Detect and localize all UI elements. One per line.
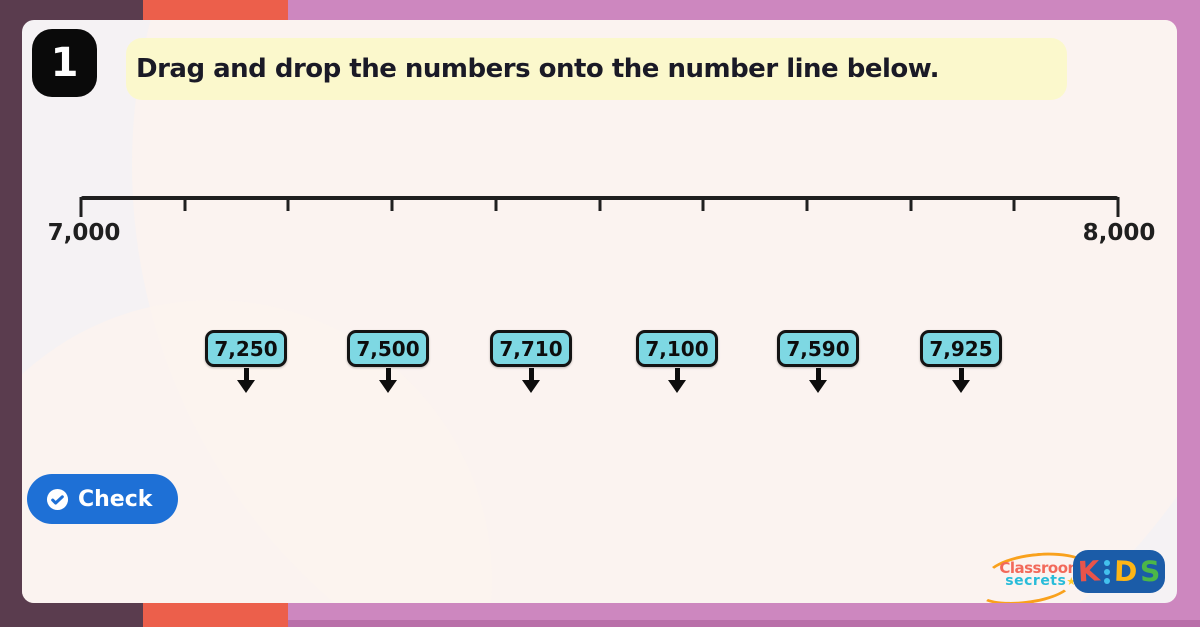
number-tag[interactable]: 7,710: [489, 330, 573, 393]
number-line-tick: [79, 197, 83, 217]
check-button[interactable]: Check: [27, 474, 178, 524]
number-line-tick: [909, 197, 913, 211]
kids-logo: K D S: [1073, 550, 1165, 593]
down-arrow-icon: [809, 368, 827, 393]
down-arrow-icon: [522, 368, 540, 393]
down-arrow-icon: [668, 368, 686, 393]
number-line-tick: [1116, 197, 1120, 217]
down-arrow-icon: [952, 368, 970, 393]
check-button-label: Check: [78, 486, 153, 512]
number-line[interactable]: 7,000 8,000: [22, 20, 1177, 603]
prompt-banner: Drag and drop the numbers onto the numbe…: [126, 38, 1067, 100]
number-line-tick: [805, 197, 809, 211]
kids-logo-letter-s: S: [1139, 554, 1161, 588]
number-line-tick: [494, 197, 498, 211]
number-line-tick: [701, 197, 705, 211]
number-tag-label[interactable]: 7,100: [636, 330, 718, 367]
number-line-tick: [390, 197, 394, 211]
number-tag[interactable]: 7,100: [635, 330, 719, 393]
number-line-tick: [598, 197, 601, 211]
number-tag[interactable]: 7,250: [204, 330, 288, 393]
check-circle-icon: [46, 488, 69, 510]
prompt-text: Drag and drop the numbers onto the numbe…: [136, 54, 939, 84]
activity-card: 1 Drag and drop the numbers onto the num…: [22, 20, 1177, 603]
number-tag[interactable]: 7,500: [346, 330, 430, 393]
number-tag[interactable]: 7,590: [776, 330, 860, 393]
down-arrow-icon: [379, 368, 397, 393]
star-icon: ★: [1066, 575, 1077, 588]
number-line-tick: [286, 197, 290, 211]
number-tag-label[interactable]: 7,500: [347, 330, 429, 367]
question-number-badge: 1: [32, 29, 97, 97]
down-arrow-icon: [237, 368, 255, 393]
background-stripe-pink-edge: [288, 620, 1200, 627]
number-tag-label[interactable]: 7,590: [777, 330, 859, 367]
number-tag-label[interactable]: 7,710: [490, 330, 572, 367]
number-tag[interactable]: 7,925: [919, 330, 1003, 393]
logo-secrets-text: secrets★: [1005, 573, 1077, 589]
kids-i-dots-icon: [1103, 559, 1110, 584]
number-line-start-label: 7,000: [47, 220, 121, 246]
number-line-tick: [1012, 197, 1016, 211]
kids-logo-letter-d: D: [1113, 554, 1138, 588]
number-line-end-label: 8,000: [1082, 220, 1156, 246]
classroom-secrets-logo: Classroom secrets★: [975, 548, 1099, 603]
number-line-tick: [183, 197, 187, 211]
logo-classroom-text: Classroom: [999, 559, 1083, 577]
kids-logo-letter-k: K: [1077, 553, 1101, 589]
number-tag-label[interactable]: 7,925: [920, 330, 1002, 367]
number-tag-label[interactable]: 7,250: [205, 330, 287, 367]
question-number: 1: [50, 40, 79, 86]
